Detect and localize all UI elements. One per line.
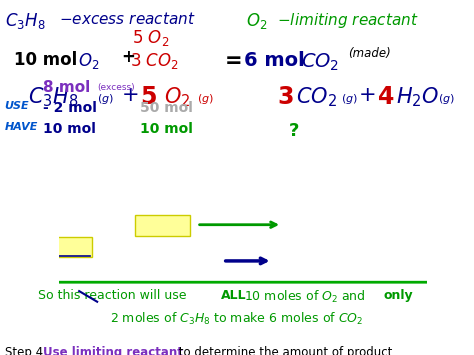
Text: USE: USE bbox=[5, 101, 29, 111]
Text: Step 4:: Step 4: bbox=[5, 346, 55, 355]
Text: $H_2O$: $H_2O$ bbox=[396, 85, 439, 109]
Text: to determine the amount of product: to determine the amount of product bbox=[175, 346, 393, 355]
Text: $(g)$: $(g)$ bbox=[438, 92, 456, 106]
Text: So this reaction will use: So this reaction will use bbox=[38, 289, 191, 302]
Text: $CO_2$: $CO_2$ bbox=[296, 85, 337, 109]
Text: 10 moles of $O_2$ and: 10 moles of $O_2$ and bbox=[244, 289, 365, 305]
Text: $\mathit{- excess\ reactant}$: $\mathit{- excess\ reactant}$ bbox=[59, 11, 196, 27]
Text: $\mathit{- limiting\ reactant}$: $\mathit{- limiting\ reactant}$ bbox=[277, 11, 419, 30]
Text: Use limiting reactant: Use limiting reactant bbox=[43, 346, 182, 355]
Text: $\mathbf{3}$: $\mathbf{3}$ bbox=[277, 85, 294, 109]
Text: $(g)$: $(g)$ bbox=[197, 92, 214, 106]
Text: $O_2$: $O_2$ bbox=[78, 51, 100, 71]
Text: +: + bbox=[121, 48, 135, 66]
Text: $5\ O_2$: $5\ O_2$ bbox=[132, 28, 169, 48]
Text: 2 moles of $C_3H_8$ to make 6 moles of $CO_2$: 2 moles of $C_3H_8$ to make 6 moles of $… bbox=[110, 311, 364, 327]
Text: 50 mol: 50 mol bbox=[140, 101, 193, 115]
Text: $CO_2$: $CO_2$ bbox=[301, 51, 339, 73]
Text: $\mathit{C_3H_8}$: $\mathit{C_3H_8}$ bbox=[5, 11, 45, 31]
Text: 10 mol: 10 mol bbox=[14, 51, 77, 70]
Text: $\mathbf{5}$: $\mathbf{5}$ bbox=[140, 85, 157, 109]
Text: 10 mol: 10 mol bbox=[140, 122, 193, 136]
FancyBboxPatch shape bbox=[7, 282, 467, 348]
Text: ?: ? bbox=[289, 122, 300, 141]
Text: $+$: $+$ bbox=[121, 85, 138, 105]
Text: 8 mol: 8 mol bbox=[43, 80, 90, 95]
Text: only: only bbox=[384, 289, 413, 302]
Text: $(g)$: $(g)$ bbox=[97, 92, 114, 106]
Text: $C_3H_8$: $C_3H_8$ bbox=[28, 85, 79, 109]
Text: (excess): (excess) bbox=[97, 83, 135, 92]
Text: - 2 mol: - 2 mol bbox=[43, 101, 97, 115]
Text: $(g)$: $(g)$ bbox=[341, 92, 358, 106]
Text: =: = bbox=[225, 51, 243, 71]
Text: $\mathbf{4}$: $\mathbf{4}$ bbox=[377, 85, 394, 109]
Text: ALL: ALL bbox=[221, 289, 246, 302]
Text: (made): (made) bbox=[348, 47, 391, 60]
Text: $3\ CO_2$: $3\ CO_2$ bbox=[130, 51, 179, 71]
FancyBboxPatch shape bbox=[135, 215, 190, 236]
FancyBboxPatch shape bbox=[38, 237, 92, 257]
Text: 6 mol: 6 mol bbox=[244, 51, 305, 71]
Text: $O_2$: $O_2$ bbox=[164, 85, 190, 109]
Text: 10 mol: 10 mol bbox=[43, 122, 96, 136]
Text: HAVE: HAVE bbox=[5, 122, 38, 132]
Text: $+$: $+$ bbox=[358, 85, 375, 105]
Text: $\mathit{O_2}$: $\mathit{O_2}$ bbox=[246, 11, 268, 31]
